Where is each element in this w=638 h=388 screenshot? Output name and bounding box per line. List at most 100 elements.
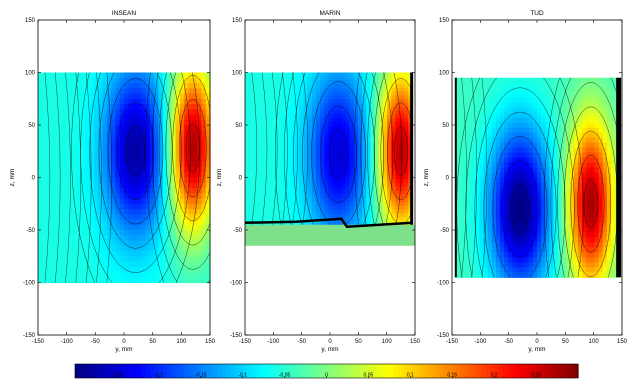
field-cell (353, 175, 359, 180)
field-cell (46, 93, 52, 100)
field-cell (290, 110, 296, 115)
field-cell (399, 102, 405, 108)
field-cell (610, 262, 616, 268)
field-cell (307, 198, 313, 203)
field-cell (524, 77, 530, 84)
field-cell (512, 182, 518, 189)
field-cell (253, 205, 259, 211)
field-cell (590, 77, 596, 84)
field-cell (162, 277, 168, 284)
field-cell (475, 112, 481, 119)
bottom-band (245, 224, 415, 246)
field-cell (561, 242, 567, 248)
field-cell (557, 217, 563, 223)
field-cell (602, 222, 608, 228)
field-cell (598, 187, 604, 194)
field-cell (353, 179, 359, 184)
field-cell (245, 125, 250, 131)
field-cell (115, 209, 121, 215)
field-cell (598, 267, 604, 273)
field-cell (345, 106, 351, 112)
field-cell (179, 209, 185, 215)
field-cell (545, 147, 550, 154)
field-cell (345, 167, 351, 173)
field-cell (362, 190, 367, 195)
field-cell (320, 137, 325, 142)
field-cell (565, 267, 571, 273)
field-cell (257, 99, 263, 104)
field-cell (128, 198, 134, 205)
x-tick-label: 50 (355, 339, 362, 345)
field-cell (586, 122, 592, 129)
field-cell (184, 256, 190, 263)
field-cell (245, 217, 250, 222)
field-cell (68, 72, 73, 79)
field-cell (270, 137, 275, 142)
field-cell (520, 217, 526, 223)
field-cell (311, 213, 317, 218)
field-cell (594, 87, 600, 94)
field-cell (158, 266, 164, 273)
field-cell (378, 76, 384, 81)
field-cell (553, 177, 559, 184)
field-cell (557, 137, 563, 144)
field-cell (119, 104, 125, 110)
field-cell (399, 163, 405, 169)
field-cell (349, 118, 355, 123)
field-cell (345, 156, 351, 161)
field-cell (378, 186, 384, 192)
field-cell (491, 127, 497, 134)
field-cell (463, 137, 468, 144)
field-cell (610, 247, 616, 253)
field-cell (136, 230, 142, 236)
field-cell (42, 198, 48, 205)
field-cell (458, 172, 464, 179)
field-cell (328, 190, 334, 195)
field-cell (76, 119, 82, 126)
field-cell (128, 114, 134, 121)
field-cell (265, 171, 271, 176)
field-cell (93, 125, 99, 131)
field-cell (320, 160, 325, 165)
field-cell (578, 82, 583, 89)
field-cell (395, 198, 401, 203)
field-cell (504, 257, 509, 263)
field-cell (38, 98, 43, 105)
field-cell (171, 146, 177, 152)
field-cell (479, 187, 485, 194)
field-cell (399, 194, 405, 199)
field-cell (328, 156, 334, 161)
field-cell (524, 272, 530, 278)
field-cell (249, 182, 254, 188)
field-cell (341, 160, 346, 165)
field-cell (154, 135, 159, 142)
field-cell (188, 156, 194, 163)
field-cell (500, 237, 505, 243)
field-cell (93, 135, 99, 142)
field-cell (38, 125, 43, 131)
field-cell (549, 162, 555, 169)
field-cell (362, 118, 367, 123)
field-cell (278, 186, 284, 192)
field-cell (491, 187, 497, 194)
field-cell (345, 133, 351, 138)
field-cell (395, 205, 401, 211)
field-cell (59, 93, 65, 100)
field-cell (471, 242, 476, 248)
field-cell (586, 187, 592, 194)
field-cell (382, 148, 388, 154)
field-cell (512, 272, 518, 278)
field-cell (569, 187, 575, 194)
field-cell (524, 207, 530, 214)
field-cell (573, 172, 579, 179)
field-cell (149, 177, 155, 184)
field-cell (374, 198, 380, 203)
field-cell (590, 197, 596, 204)
field-cell (154, 167, 159, 173)
field-cell (454, 92, 460, 99)
field-cell (341, 114, 346, 119)
field-cell (290, 121, 296, 127)
field-cell (557, 242, 563, 248)
field-cell (188, 140, 194, 147)
field-cell (197, 240, 202, 247)
